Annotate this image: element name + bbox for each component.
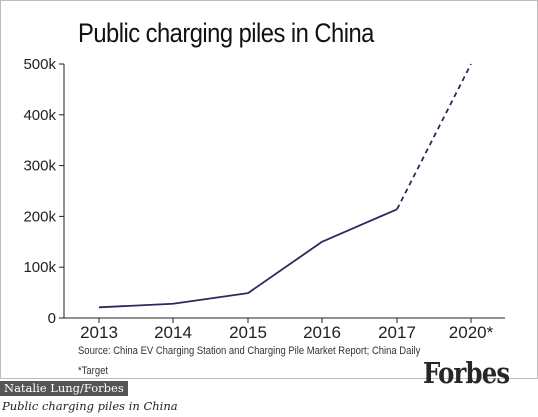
x-tick-label: 2020* xyxy=(449,323,494,342)
y-tick-label: 100k xyxy=(23,259,56,276)
chart-ticks: 0 100k 200k 300k 400k 500k 2013 2014 2015 2016 201… xyxy=(23,56,493,342)
chart-axes xyxy=(63,64,505,319)
image-credit: Natalie Lung/Forbes xyxy=(0,381,128,396)
forbes-logo: Forbes xyxy=(423,356,510,390)
y-tick-label: 300k xyxy=(23,158,56,175)
y-tick-label: 0 xyxy=(48,310,56,327)
image-caption: Public charging piles in China xyxy=(2,399,178,413)
chart-frame xyxy=(0,0,538,379)
x-tick-label: 2014 xyxy=(154,323,192,342)
source-note: Source: China EV Charging Station and Ch… xyxy=(78,345,421,357)
series-line-target xyxy=(396,63,472,210)
x-tick-label: 2016 xyxy=(303,323,341,342)
y-tick-label: 400k xyxy=(23,107,56,124)
target-footnote: *Target xyxy=(78,365,108,377)
y-tick-label: 200k xyxy=(23,208,56,225)
series-line-actual xyxy=(98,208,398,309)
x-tick-label: 2015 xyxy=(229,323,267,342)
x-tick-label: 2017 xyxy=(378,323,416,342)
chart-title: Public charging piles in China xyxy=(78,18,374,48)
y-tick-label: 500k xyxy=(23,56,56,73)
x-tick-label: 2013 xyxy=(80,323,118,342)
chart-series xyxy=(98,63,472,309)
